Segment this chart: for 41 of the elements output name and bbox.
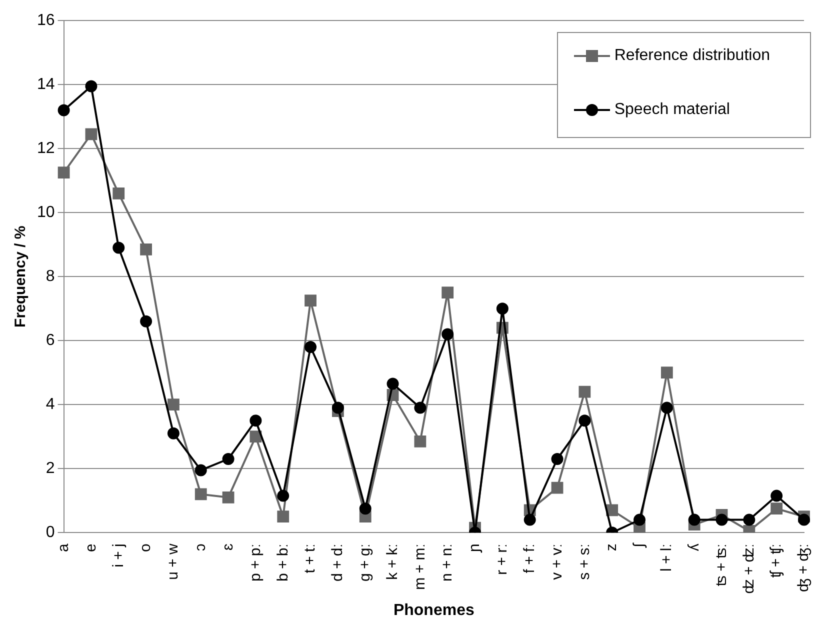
x-tick-label: z: [603, 544, 620, 552]
x-tick-label: ʎ: [685, 543, 702, 552]
x-tick-label: u + w: [164, 543, 182, 580]
x-tick-label: r + rː: [494, 544, 511, 575]
x-tick-label: t + tː: [302, 544, 319, 574]
x-tick-label: k + kː: [384, 544, 401, 580]
x-tick-label: g + gː: [356, 544, 374, 582]
y-tick-label: 0: [46, 524, 55, 542]
y-tick-label: 6: [46, 332, 55, 350]
x-tick-label: f + fː: [520, 544, 538, 574]
x-tick-label: ʤ + ʤː: [795, 544, 812, 592]
y-tick-label: 10: [37, 204, 55, 222]
x-tick-label: ʣ + ʣː: [740, 544, 758, 594]
legend-label: Reference distribution: [614, 47, 770, 65]
y-tick-label: 12: [37, 140, 55, 158]
x-tick-label: m + mː: [411, 544, 428, 590]
y-tick-label: 14: [37, 76, 55, 94]
y-tick-label: 8: [46, 268, 55, 286]
x-tick-label: p + pː: [246, 544, 264, 582]
x-tick-label: ɔ: [192, 544, 210, 552]
x-tick-label: ɛ: [219, 544, 236, 550]
y-tick-label: 4: [46, 396, 55, 414]
legend-label: Speech material: [614, 101, 730, 119]
x-tick-label: ɲ: [466, 544, 484, 553]
x-tick-label: v + vː: [548, 544, 566, 580]
y-tick-label: 2: [46, 460, 55, 478]
y-tick-label: 16: [37, 12, 55, 30]
x-tick-label: d + dː: [329, 544, 346, 582]
x-tick-label: ʃ: [630, 542, 648, 548]
x-tick-label: e: [82, 544, 100, 552]
x-tick-label: l + lː: [658, 544, 676, 572]
x-tick-label: b + bː: [274, 544, 292, 582]
x-tick-label: a: [54, 542, 72, 552]
x-tick-label: ʦ + ʦː: [712, 544, 730, 586]
x-tick-label: n + nː: [438, 544, 456, 582]
x-tick-label: o: [137, 544, 154, 552]
x-tick-label: s + sː: [576, 544, 593, 580]
y-axis-title: Frequency / %: [12, 226, 30, 328]
x-axis-title: Phonemes: [393, 602, 474, 619]
x-tick-label: i + j: [110, 544, 127, 568]
x-tick-label: ʧ + ʧː: [768, 544, 785, 578]
